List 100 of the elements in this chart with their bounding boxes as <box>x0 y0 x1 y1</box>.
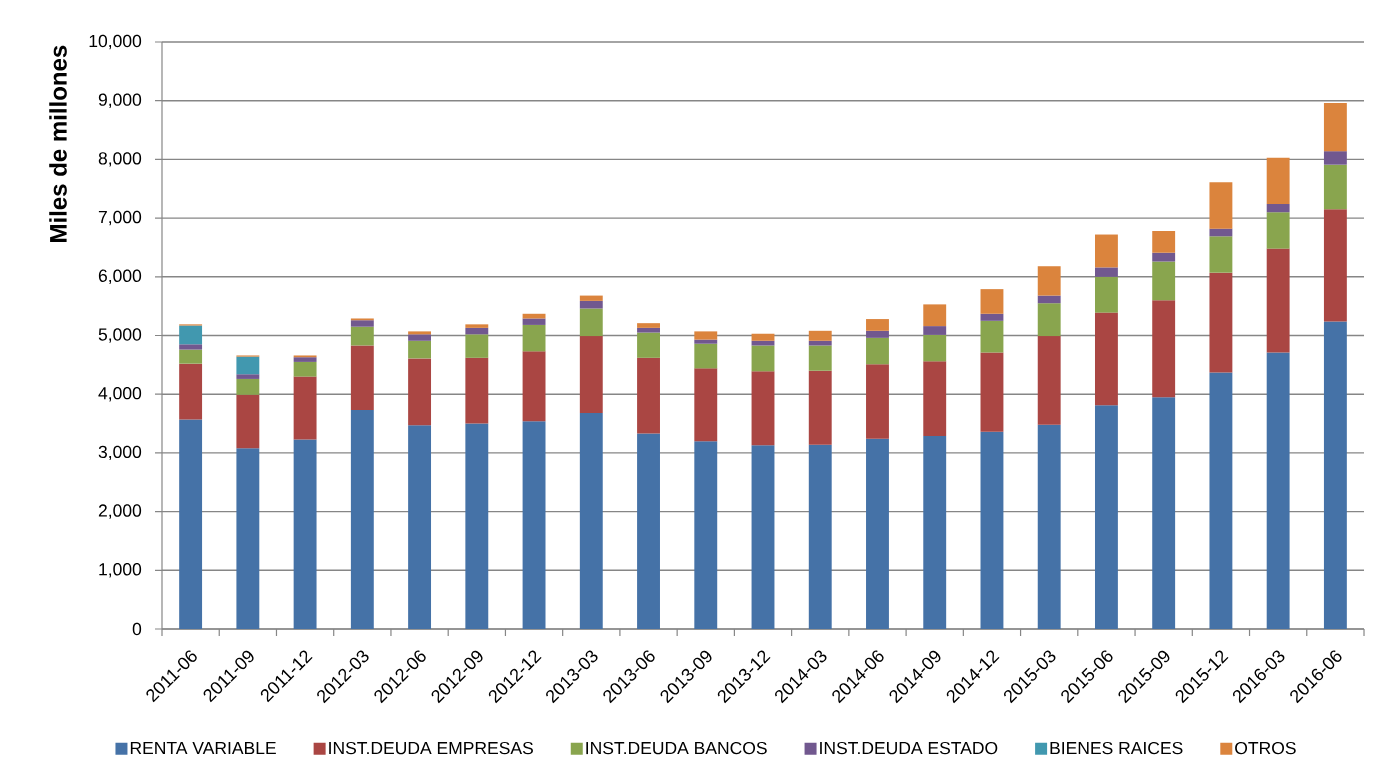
legend-label: INST.DEUDA BANCOS <box>586 741 767 755</box>
bar <box>1094 405 1118 629</box>
bar <box>236 394 260 449</box>
bar <box>179 349 203 364</box>
bar <box>408 425 432 629</box>
bar <box>808 330 832 341</box>
bar <box>579 300 603 309</box>
y-tick-label: 0 <box>132 622 142 636</box>
bar <box>980 431 1004 629</box>
bar <box>465 423 489 629</box>
bar <box>465 324 489 328</box>
y-tick-label: 6,000 <box>98 269 142 285</box>
bar <box>408 358 432 426</box>
bar <box>522 421 546 629</box>
bar <box>465 334 489 358</box>
bar <box>694 343 718 369</box>
bar <box>1037 303 1061 337</box>
bar <box>293 376 317 440</box>
bar <box>408 331 432 335</box>
y-tick-label: 3,000 <box>98 445 142 461</box>
bar <box>637 433 660 629</box>
bar <box>694 368 718 442</box>
bar <box>179 344 203 350</box>
bar <box>522 324 546 352</box>
bar <box>923 326 947 335</box>
bar <box>522 351 546 422</box>
bar <box>1094 234 1118 268</box>
legend-label: OTROS <box>1235 741 1296 755</box>
bar <box>637 327 660 333</box>
bar <box>1209 182 1233 229</box>
bar <box>694 331 718 340</box>
bar <box>751 333 775 341</box>
bar <box>1323 164 1347 210</box>
bar <box>1323 151 1347 165</box>
bar <box>579 412 603 629</box>
bar <box>1152 252 1176 262</box>
bar <box>350 410 374 629</box>
bar <box>866 438 889 629</box>
bar <box>236 374 260 379</box>
bar <box>350 345 374 411</box>
bar <box>350 326 374 346</box>
bar <box>1323 209 1347 322</box>
bar <box>980 313 1004 321</box>
y-tick-label: 5,000 <box>98 328 142 343</box>
bar <box>1152 231 1176 253</box>
bar <box>179 363 203 420</box>
bar <box>408 334 432 341</box>
bar <box>980 352 1004 432</box>
y-tick-label: 9,000 <box>98 93 142 108</box>
bar <box>293 361 317 377</box>
bar <box>866 337 889 365</box>
bar <box>1209 236 1233 273</box>
bar <box>694 339 718 344</box>
legend-label: INST.DEUDA ESTADO <box>820 741 998 755</box>
bar <box>980 320 1004 353</box>
bar <box>1152 397 1176 629</box>
y-tick-label: 7,000 <box>98 210 142 226</box>
bar <box>1209 228 1233 237</box>
bar <box>1323 321 1347 629</box>
bar <box>179 419 203 629</box>
bar <box>579 336 603 413</box>
legend-label: BIENES RAICES <box>1050 741 1183 755</box>
bar <box>293 439 317 629</box>
bar <box>1266 212 1290 249</box>
bar <box>236 356 260 375</box>
bar <box>1152 261 1176 301</box>
bar <box>637 357 660 434</box>
y-tick-label: 10,000 <box>89 34 142 50</box>
bar <box>1266 352 1290 629</box>
bar <box>1152 300 1176 398</box>
bar <box>866 330 889 338</box>
bar <box>866 364 889 439</box>
bar <box>923 304 947 327</box>
bar <box>923 361 947 436</box>
bar <box>522 318 546 325</box>
bar <box>980 289 1004 314</box>
bar <box>1266 248 1290 353</box>
bar <box>465 357 489 424</box>
y-tick-label: 8,000 <box>98 152 142 167</box>
bar <box>1094 312 1118 406</box>
bar <box>751 371 775 446</box>
bar <box>1094 276 1118 313</box>
bar <box>408 340 432 359</box>
bar <box>1209 272 1233 373</box>
bar <box>808 370 832 445</box>
bar <box>637 323 660 328</box>
bar <box>751 345 775 372</box>
y-tick-label: 1,000 <box>99 563 142 578</box>
y-tick-label: 4,000 <box>98 386 142 402</box>
bar <box>1037 424 1061 629</box>
bar <box>293 357 317 362</box>
bar <box>923 334 947 362</box>
bar <box>236 378 260 395</box>
legend-label: INST.DEUDA EMPRESAS <box>329 741 533 755</box>
y-axis-title: Miles de millones <box>49 45 67 242</box>
bar <box>579 295 603 301</box>
bar <box>1094 267 1118 277</box>
bar <box>1209 372 1233 629</box>
bar <box>1037 295 1061 304</box>
bar <box>1037 336 1061 425</box>
